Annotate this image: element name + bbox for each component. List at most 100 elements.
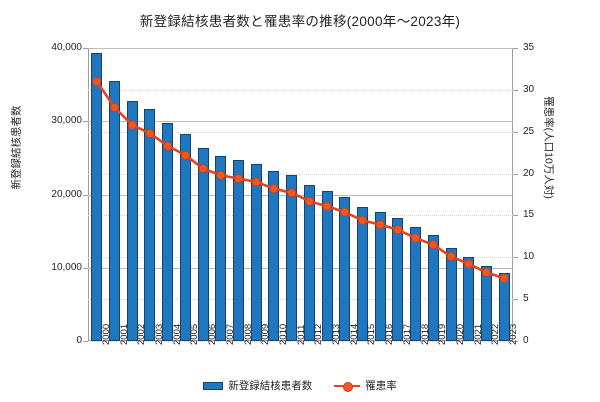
y-axis-right-tick-label: 35 bbox=[523, 42, 535, 53]
x-axis-tick-label-2011: 2011 bbox=[295, 324, 307, 345]
y-axis-left-tick-label: 0 bbox=[76, 335, 82, 346]
rate-marker-2020 bbox=[446, 251, 456, 261]
rate-marker-2014 bbox=[340, 207, 350, 217]
x-axis-tick-label-2019: 2019 bbox=[437, 323, 449, 345]
bar-2023 bbox=[498, 272, 510, 341]
bar-2002 bbox=[126, 100, 138, 341]
plot-area bbox=[88, 48, 513, 342]
bar-2005 bbox=[179, 133, 191, 341]
rate-marker-2018 bbox=[411, 233, 421, 243]
rate-marker-2019 bbox=[428, 240, 438, 250]
x-axis-tick-label-2007: 2007 bbox=[224, 323, 236, 345]
y-axis-left-tick-label: 40,000 bbox=[51, 42, 82, 53]
rate-marker-2001 bbox=[110, 102, 120, 112]
x-axis-tick-label-2005: 2005 bbox=[189, 323, 201, 345]
rate-line-path bbox=[95, 80, 505, 280]
y-axis-right-tick-mark bbox=[513, 89, 518, 91]
y-axis-left-tick-mark bbox=[83, 121, 88, 123]
gridline-major bbox=[88, 267, 513, 269]
rate-marker-2003 bbox=[145, 128, 155, 138]
gridline-minor bbox=[88, 89, 513, 91]
rate-marker-2011 bbox=[287, 188, 297, 198]
y-axis-right-tick-mark bbox=[513, 341, 518, 342]
gridline-minor bbox=[88, 341, 513, 342]
legend-label-rate: 罹患率 bbox=[365, 380, 397, 392]
rate-marker-2000 bbox=[92, 76, 102, 86]
x-axis-tick-label-2014: 2014 bbox=[348, 323, 360, 345]
bar-2010 bbox=[268, 170, 280, 341]
y-axis-left-tick-mark bbox=[83, 267, 88, 269]
x-axis-tick-label-2017: 2017 bbox=[401, 323, 413, 345]
x-axis-tick-label-2009: 2009 bbox=[260, 323, 272, 345]
gridline-minor bbox=[88, 257, 513, 259]
y-axis-right-tick-label: 25 bbox=[523, 125, 535, 137]
bar-2011 bbox=[286, 174, 298, 341]
x-axis-tick-label-2000: 2000 bbox=[100, 323, 112, 345]
y-axis-right-tick-mark bbox=[513, 299, 518, 301]
bar-2013 bbox=[321, 190, 333, 341]
rate-marker-2017 bbox=[393, 225, 403, 235]
rate-marker-2008 bbox=[234, 174, 244, 184]
x-axis-tick-label-2015: 2015 bbox=[366, 323, 378, 345]
legend-item-rate[interactable]: 罹患率 bbox=[334, 378, 397, 393]
gridline-major bbox=[88, 48, 513, 49]
x-axis-tick-label-2012: 2012 bbox=[313, 323, 325, 345]
bar-2016 bbox=[374, 211, 386, 341]
x-axis-tick-label-2016: 2016 bbox=[384, 323, 396, 345]
chart-title: 新登録結核患者数と罹患率の推移(2000年～2023年) bbox=[139, 14, 461, 29]
y-axis-left-tick-label: 30,000 bbox=[51, 115, 82, 127]
rate-marker-2007 bbox=[216, 170, 226, 180]
rate-marker-2022 bbox=[481, 267, 491, 277]
bar-2015 bbox=[356, 207, 368, 341]
gridline-major bbox=[88, 194, 513, 196]
y-axis-left-tick-label: 20,000 bbox=[51, 188, 82, 200]
bar-2006 bbox=[197, 147, 209, 341]
y-axis-left-tick-mark bbox=[83, 194, 88, 196]
rate-marker-2021 bbox=[464, 259, 474, 269]
x-axis-tick-label-2018: 2018 bbox=[419, 323, 431, 345]
x-axis-tick-label-2022: 2022 bbox=[490, 323, 502, 345]
bar-2007 bbox=[215, 155, 227, 341]
bar-2009 bbox=[250, 163, 262, 341]
bar-2003 bbox=[144, 109, 156, 341]
rate-marker-2012 bbox=[304, 196, 314, 206]
x-axis-tick-label-2023: 2023 bbox=[508, 323, 520, 345]
y-axis-right-tick-mark bbox=[513, 131, 518, 133]
y-axis-right-tick-label: 20 bbox=[523, 167, 535, 179]
x-axis-tick-label-2006: 2006 bbox=[207, 323, 219, 345]
y-axis-right-tick-label: 0 bbox=[523, 335, 529, 346]
rate-marker-2002 bbox=[127, 120, 137, 130]
y-axis-left-tick-mark bbox=[83, 341, 88, 342]
bar-2000 bbox=[91, 52, 103, 341]
rate-marker-2016 bbox=[375, 220, 385, 230]
gridline-minor bbox=[88, 173, 513, 175]
x-axis-tick-label-2003: 2003 bbox=[153, 323, 165, 345]
x-axis-tick-label-2010: 2010 bbox=[277, 323, 289, 345]
bar-2014 bbox=[339, 197, 351, 341]
y-axis-left-title: 新登録結核患者数 bbox=[10, 105, 23, 190]
y-axis-right-tick-label: 15 bbox=[523, 209, 535, 221]
y-axis-right-tick-label: 5 bbox=[523, 293, 529, 305]
rate-marker-2005 bbox=[180, 150, 190, 160]
line-series bbox=[92, 76, 509, 283]
y-axis-right-tick-mark bbox=[513, 215, 518, 217]
y-axis-right-tick-label: 30 bbox=[523, 83, 535, 95]
y-axis-right-tick-mark bbox=[513, 48, 518, 49]
rate-marker-2023 bbox=[499, 273, 509, 283]
bar-2020 bbox=[445, 247, 457, 341]
y-axis-right-tick-label: 10 bbox=[523, 251, 535, 263]
x-axis-tick-label-2008: 2008 bbox=[242, 323, 254, 345]
x-axis-tick-label-2001: 2001 bbox=[118, 323, 130, 345]
legend-label-cases: 新登録結核患者数 bbox=[228, 380, 313, 392]
x-axis-tick-label-2002: 2002 bbox=[136, 323, 148, 345]
y-axis-left-tick-mark bbox=[83, 48, 88, 49]
rate-marker-2004 bbox=[163, 141, 173, 151]
gridline-minor bbox=[88, 215, 513, 217]
bar-2021 bbox=[463, 256, 475, 341]
x-axis-tick-label-2004: 2004 bbox=[171, 323, 183, 345]
y-axis-right-tick-mark bbox=[513, 173, 518, 175]
gridline-minor bbox=[88, 131, 513, 133]
legend-item-cases[interactable]: 新登録結核患者数 bbox=[203, 378, 312, 393]
bar-swatch-icon bbox=[203, 381, 224, 390]
